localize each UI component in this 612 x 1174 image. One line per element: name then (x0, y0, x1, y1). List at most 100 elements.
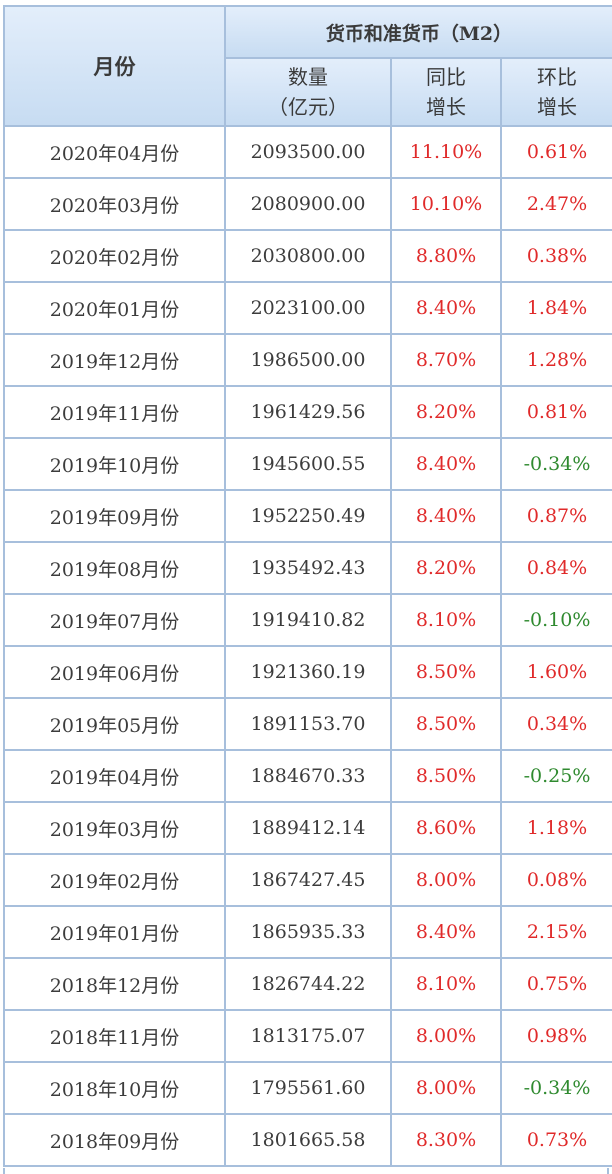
amount-header-line2: （亿元） (268, 95, 348, 119)
table-row: 2020年01月份 2023100.00 8.40% 1.84% (3, 281, 612, 335)
yoy-cell: 8.00% (390, 1009, 502, 1063)
table-row: 2019年05月份 1891153.70 8.50% 0.34% (3, 697, 612, 751)
amount-cell: 1889412.14 (224, 801, 392, 855)
amount-header-line1: 数量 (288, 65, 328, 89)
yoy-cell: 8.40% (390, 437, 502, 491)
column-header-month: 月份 (3, 5, 226, 127)
mom-header-line2: 增长 (537, 95, 577, 119)
yoy-cell: 8.00% (390, 1061, 502, 1115)
amount-cell: 1945600.55 (224, 437, 392, 491)
amount-cell: 1865935.33 (224, 905, 392, 959)
mom-cell: -0.34% (499, 1061, 612, 1115)
yoy-cell: 8.10% (390, 957, 502, 1011)
table-row: 2019年08月份 1935492.43 8.20% 0.84% (3, 541, 612, 595)
mom-cell: -0.25% (499, 749, 612, 803)
month-cell: 2019年02月份 (3, 853, 226, 907)
mom-cell: 0.34% (499, 697, 612, 751)
table-header: 月份 货币和准货币（M2） 数量 （亿元） 同比 增长 环比 增长 (3, 5, 612, 127)
yoy-cell: 8.10% (390, 593, 502, 647)
yoy-cell: 8.50% (390, 697, 502, 751)
m2-money-supply-table: 月份 货币和准货币（M2） 数量 （亿元） 同比 增长 环比 增长 2020年0… (3, 5, 612, 1167)
mom-cell: 1.84% (499, 281, 612, 335)
month-cell: 2018年12月份 (3, 957, 226, 1011)
table-row: 2019年07月份 1919410.82 8.10% -0.10% (3, 593, 612, 647)
mom-cell: 2.47% (499, 177, 612, 231)
amount-cell: 1935492.43 (224, 541, 392, 595)
amount-cell: 1867427.45 (224, 853, 392, 907)
table-row: 2019年11月份 1961429.56 8.20% 0.81% (3, 385, 612, 439)
month-cell: 2020年02月份 (3, 229, 226, 283)
amount-cell: 1919410.82 (224, 593, 392, 647)
month-cell: 2019年09月份 (3, 489, 226, 543)
month-cell: 2019年10月份 (3, 437, 226, 491)
yoy-cell: 8.80% (390, 229, 502, 283)
table-continuation-edge (3, 1168, 609, 1174)
month-cell: 2018年11月份 (3, 1009, 226, 1063)
month-cell: 2020年04月份 (3, 125, 226, 179)
month-cell: 2018年10月份 (3, 1061, 226, 1115)
mom-cell: 0.61% (499, 125, 612, 179)
table-row: 2018年11月份 1813175.07 8.00% 0.98% (3, 1009, 612, 1063)
month-cell: 2019年08月份 (3, 541, 226, 595)
yoy-cell: 8.40% (390, 281, 502, 335)
yoy-cell: 8.70% (390, 333, 502, 387)
table-row: 2019年02月份 1867427.45 8.00% 0.08% (3, 853, 612, 907)
mom-cell: 1.28% (499, 333, 612, 387)
amount-cell: 1884670.33 (224, 749, 392, 803)
yoy-header-line2: 增长 (426, 95, 466, 119)
table-row: 2019年12月份 1986500.00 8.70% 1.28% (3, 333, 612, 387)
month-cell: 2019年03月份 (3, 801, 226, 855)
amount-cell: 2030800.00 (224, 229, 392, 283)
yoy-cell: 8.00% (390, 853, 502, 907)
column-header-yoy: 同比 增长 (390, 57, 502, 127)
month-cell: 2019年05月份 (3, 697, 226, 751)
amount-cell: 2080900.00 (224, 177, 392, 231)
mom-cell: 1.60% (499, 645, 612, 699)
mom-cell: 0.75% (499, 957, 612, 1011)
table-row: 2020年04月份 2093500.00 11.10% 0.61% (3, 125, 612, 179)
month-cell: 2018年09月份 (3, 1113, 226, 1167)
mom-cell: 1.18% (499, 801, 612, 855)
mom-cell: 0.84% (499, 541, 612, 595)
month-cell: 2019年12月份 (3, 333, 226, 387)
amount-cell: 2023100.00 (224, 281, 392, 335)
yoy-cell: 8.40% (390, 905, 502, 959)
table-row: 2018年10月份 1795561.60 8.00% -0.34% (3, 1061, 612, 1115)
month-cell: 2019年11月份 (3, 385, 226, 439)
column-group-header-m2: 货币和准货币（M2） (223, 5, 612, 59)
month-cell: 2020年01月份 (3, 281, 226, 335)
month-cell: 2019年07月份 (3, 593, 226, 647)
month-cell: 2019年01月份 (3, 905, 226, 959)
mom-cell: -0.34% (499, 437, 612, 491)
yoy-header-line1: 同比 (426, 65, 466, 89)
table-row: 2020年03月份 2080900.00 10.10% 2.47% (3, 177, 612, 231)
amount-cell: 1891153.70 (224, 697, 392, 751)
mom-cell: 2.15% (499, 905, 612, 959)
mom-cell: -0.10% (499, 593, 612, 647)
table-row: 2020年02月份 2030800.00 8.80% 0.38% (3, 229, 612, 283)
month-cell: 2019年06月份 (3, 645, 226, 699)
table-row: 2019年03月份 1889412.14 8.60% 1.18% (3, 801, 612, 855)
column-header-mom: 环比 增长 (499, 57, 612, 127)
column-header-amount: 数量 （亿元） (224, 57, 392, 127)
table-row: 2019年09月份 1952250.49 8.40% 0.87% (3, 489, 612, 543)
amount-cell: 1952250.49 (224, 489, 392, 543)
yoy-cell: 8.50% (390, 645, 502, 699)
mom-cell: 0.08% (499, 853, 612, 907)
yoy-cell: 8.20% (390, 385, 502, 439)
mom-cell: 0.87% (499, 489, 612, 543)
table-row: 2019年10月份 1945600.55 8.40% -0.34% (3, 437, 612, 491)
table-row: 2019年04月份 1884670.33 8.50% -0.25% (3, 749, 612, 803)
mom-cell: 0.81% (499, 385, 612, 439)
table-body: 2020年04月份 2093500.00 11.10% 0.61% 2020年03月份 2… (3, 125, 612, 1167)
yoy-cell: 8.50% (390, 749, 502, 803)
yoy-cell: 10.10% (390, 177, 502, 231)
yoy-cell: 11.10% (390, 125, 502, 179)
amount-cell: 1961429.56 (224, 385, 392, 439)
table-row: 2018年12月份 1826744.22 8.10% 0.75% (3, 957, 612, 1011)
amount-cell: 1801665.58 (224, 1113, 392, 1167)
table-row: 2018年09月份 1801665.58 8.30% 0.73% (3, 1113, 612, 1167)
table-row: 2019年06月份 1921360.19 8.50% 1.60% (3, 645, 612, 699)
table-row: 2019年01月份 1865935.33 8.40% 2.15% (3, 905, 612, 959)
mom-header-line1: 环比 (537, 65, 577, 89)
